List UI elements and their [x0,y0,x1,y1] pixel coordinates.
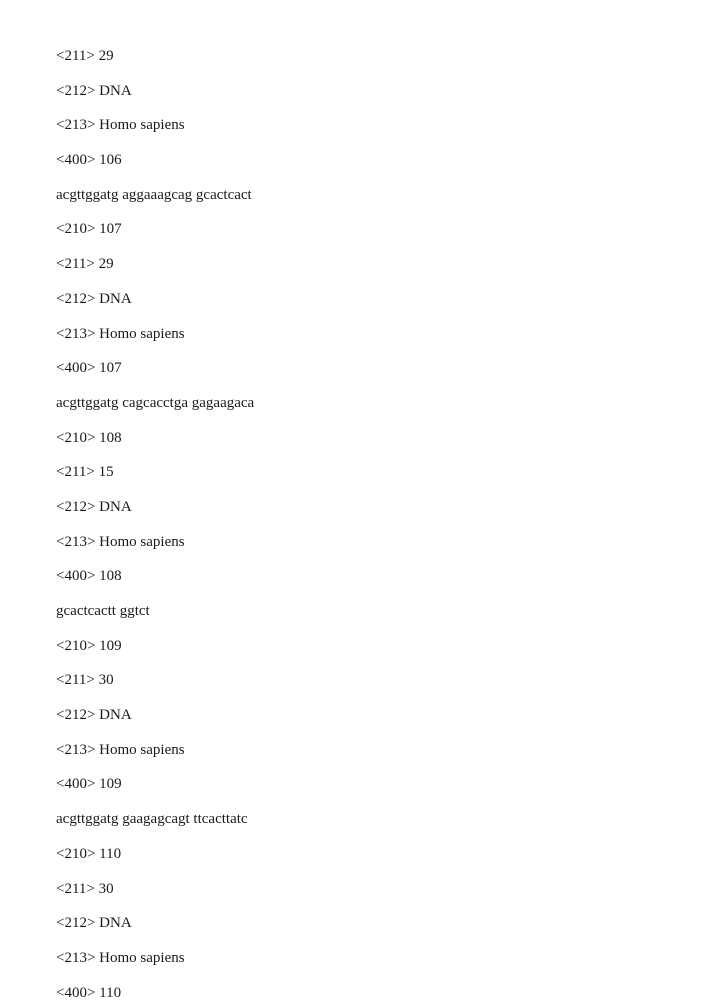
seq-line: gcactcactt ggtct [56,603,657,620]
seq-line: <400> 106 [56,152,657,169]
seq-line: <213> Homo sapiens [56,117,657,134]
sequence-listing-page: <211> 29 <212> DNA <213> Homo sapiens <4… [0,0,707,1001]
seq-line: <211> 30 [56,672,657,689]
seq-line: <400> 110 [56,985,657,1001]
seq-line: <210> 109 [56,638,657,655]
seq-line: <400> 108 [56,568,657,585]
seq-line: <212> DNA [56,291,657,308]
seq-line: <212> DNA [56,707,657,724]
seq-line: <212> DNA [56,499,657,516]
seq-line: <400> 107 [56,360,657,377]
seq-line: <400> 109 [56,776,657,793]
seq-line: <211> 15 [56,464,657,481]
seq-line: <211> 29 [56,256,657,273]
seq-line: acgttggatg gaagagcagt ttcacttatc [56,811,657,828]
seq-line: acgttggatg aggaaagcag gcactcact [56,187,657,204]
seq-line: <213> Homo sapiens [56,742,657,759]
seq-line: <211> 30 [56,881,657,898]
seq-line: <213> Homo sapiens [56,950,657,967]
seq-line: <210> 107 [56,221,657,238]
seq-line: <210> 110 [56,846,657,863]
seq-line: <210> 108 [56,430,657,447]
seq-line: acgttggatg cagcacctga gagaagaca [56,395,657,412]
seq-line: <213> Homo sapiens [56,326,657,343]
seq-line: <211> 29 [56,48,657,65]
seq-line: <213> Homo sapiens [56,534,657,551]
seq-line: <212> DNA [56,915,657,932]
seq-line: <212> DNA [56,83,657,100]
